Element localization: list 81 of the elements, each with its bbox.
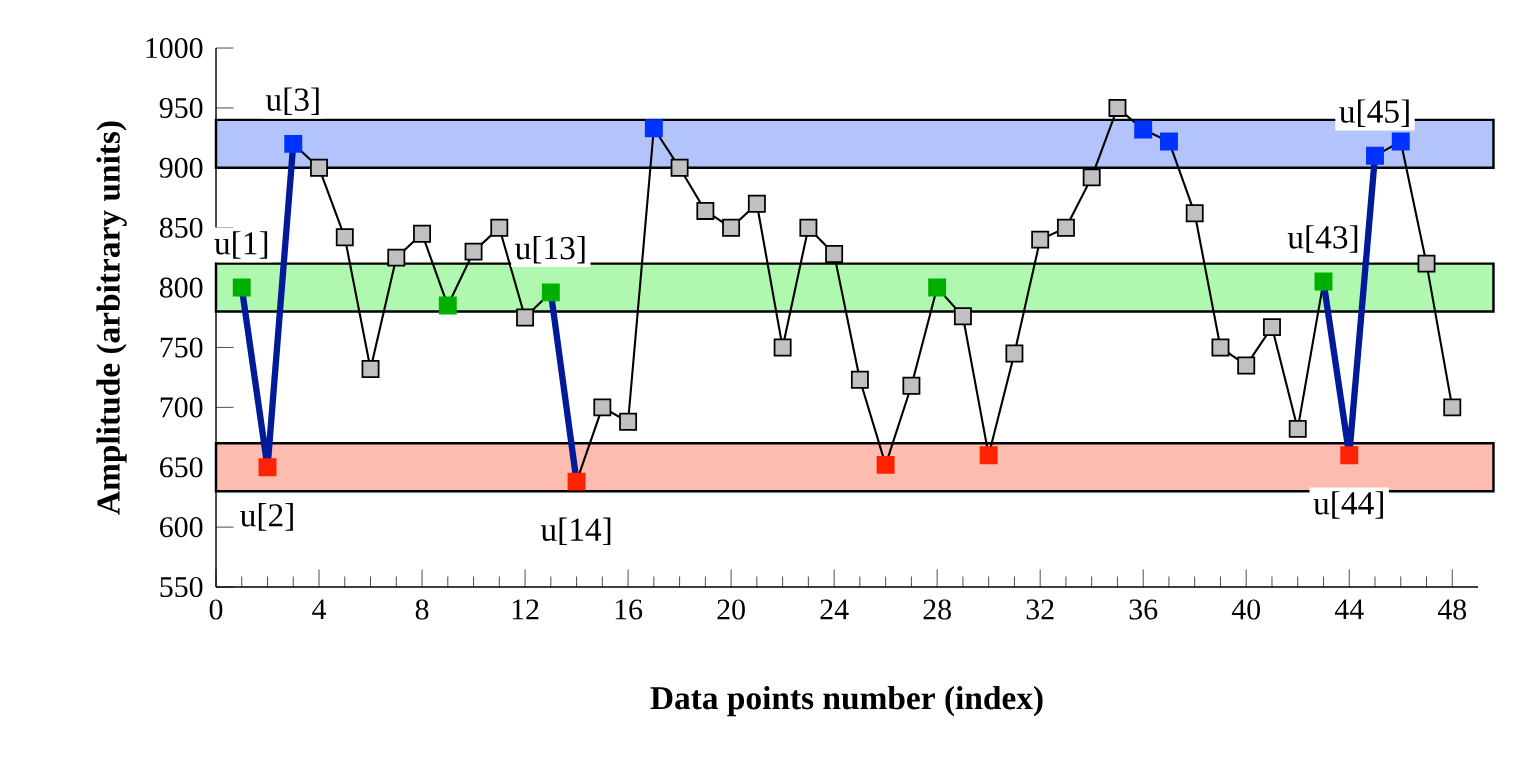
annotation: u[43] bbox=[1287, 225, 1358, 253]
point bbox=[284, 134, 303, 153]
point bbox=[1082, 168, 1101, 187]
x-tick-label: 24 bbox=[820, 599, 849, 620]
y-tick-label: 750 bbox=[160, 337, 203, 358]
annotation: u[14] bbox=[540, 517, 611, 546]
x-tick-label: 28 bbox=[923, 599, 951, 620]
point bbox=[1443, 398, 1462, 417]
point bbox=[1211, 338, 1230, 357]
point bbox=[1134, 120, 1153, 139]
annotation: u[2] bbox=[240, 503, 293, 531]
point bbox=[619, 412, 638, 431]
point bbox=[1417, 254, 1436, 273]
point bbox=[1314, 272, 1333, 291]
point bbox=[310, 158, 328, 177]
annotation: u[1] bbox=[214, 231, 268, 259]
point bbox=[490, 218, 509, 237]
y-tick-label: 650 bbox=[160, 457, 203, 478]
y-tick-label: 600 bbox=[160, 517, 203, 538]
point bbox=[1288, 419, 1307, 438]
point bbox=[335, 228, 354, 247]
point bbox=[928, 278, 947, 297]
point bbox=[773, 338, 792, 357]
point bbox=[1366, 146, 1384, 165]
point bbox=[1340, 446, 1359, 465]
annotation: u[3] bbox=[265, 87, 319, 116]
x-tick-label: 20 bbox=[717, 599, 745, 620]
x-axis-title: Data points number (index) bbox=[650, 685, 1043, 717]
x-tick-label: 12 bbox=[512, 599, 539, 620]
point bbox=[438, 296, 457, 315]
point bbox=[361, 360, 380, 378]
point bbox=[670, 158, 689, 177]
x-tick-label: 4 bbox=[312, 599, 327, 620]
point bbox=[850, 370, 869, 389]
point bbox=[1263, 318, 1281, 337]
point bbox=[258, 458, 277, 477]
point bbox=[567, 472, 586, 491]
point bbox=[1108, 98, 1127, 117]
point bbox=[464, 242, 483, 261]
point bbox=[825, 245, 844, 263]
point bbox=[387, 248, 406, 267]
x-tick-label: 48 bbox=[1437, 599, 1467, 620]
point bbox=[232, 278, 251, 297]
point bbox=[1160, 132, 1178, 151]
point bbox=[1237, 356, 1256, 375]
point bbox=[593, 398, 612, 417]
annotation: u[44] bbox=[1313, 491, 1383, 519]
x-tick-label: 16 bbox=[615, 599, 643, 620]
annotation: u[13] bbox=[515, 235, 585, 264]
point bbox=[1005, 344, 1024, 363]
point bbox=[696, 201, 715, 220]
point bbox=[902, 376, 921, 395]
point bbox=[747, 194, 766, 213]
annotation: u[45] bbox=[1339, 99, 1409, 127]
point bbox=[541, 283, 560, 302]
y-tick-label: 550 bbox=[160, 576, 203, 598]
y-tick-label: 900 bbox=[159, 157, 203, 178]
x-tick-label: 36 bbox=[1129, 599, 1158, 620]
point bbox=[953, 307, 972, 326]
point bbox=[1031, 230, 1050, 249]
point bbox=[799, 218, 818, 237]
y-tick-label: 800 bbox=[159, 277, 203, 298]
y-axis-title: Amplitude (arbitrary units) bbox=[96, 121, 127, 515]
y-tick-label: 1000 bbox=[146, 37, 203, 59]
point bbox=[1056, 218, 1075, 237]
y-tick-label: 850 bbox=[159, 217, 203, 238]
point bbox=[979, 446, 998, 465]
y-tick-label: 700 bbox=[160, 397, 203, 418]
x-tick-label: 0 bbox=[209, 599, 223, 620]
x-tick-label: 32 bbox=[1026, 599, 1054, 620]
x-tick-label: 40 bbox=[1231, 599, 1260, 620]
point bbox=[876, 455, 895, 474]
point bbox=[1391, 132, 1410, 151]
y-tick-label: 950 bbox=[159, 97, 203, 118]
point bbox=[413, 224, 432, 243]
point bbox=[722, 218, 741, 237]
point bbox=[644, 119, 663, 138]
x-tick-label: 8 bbox=[415, 599, 429, 620]
x-tick-label: 44 bbox=[1334, 599, 1364, 620]
point bbox=[1185, 204, 1204, 223]
point bbox=[516, 308, 535, 327]
